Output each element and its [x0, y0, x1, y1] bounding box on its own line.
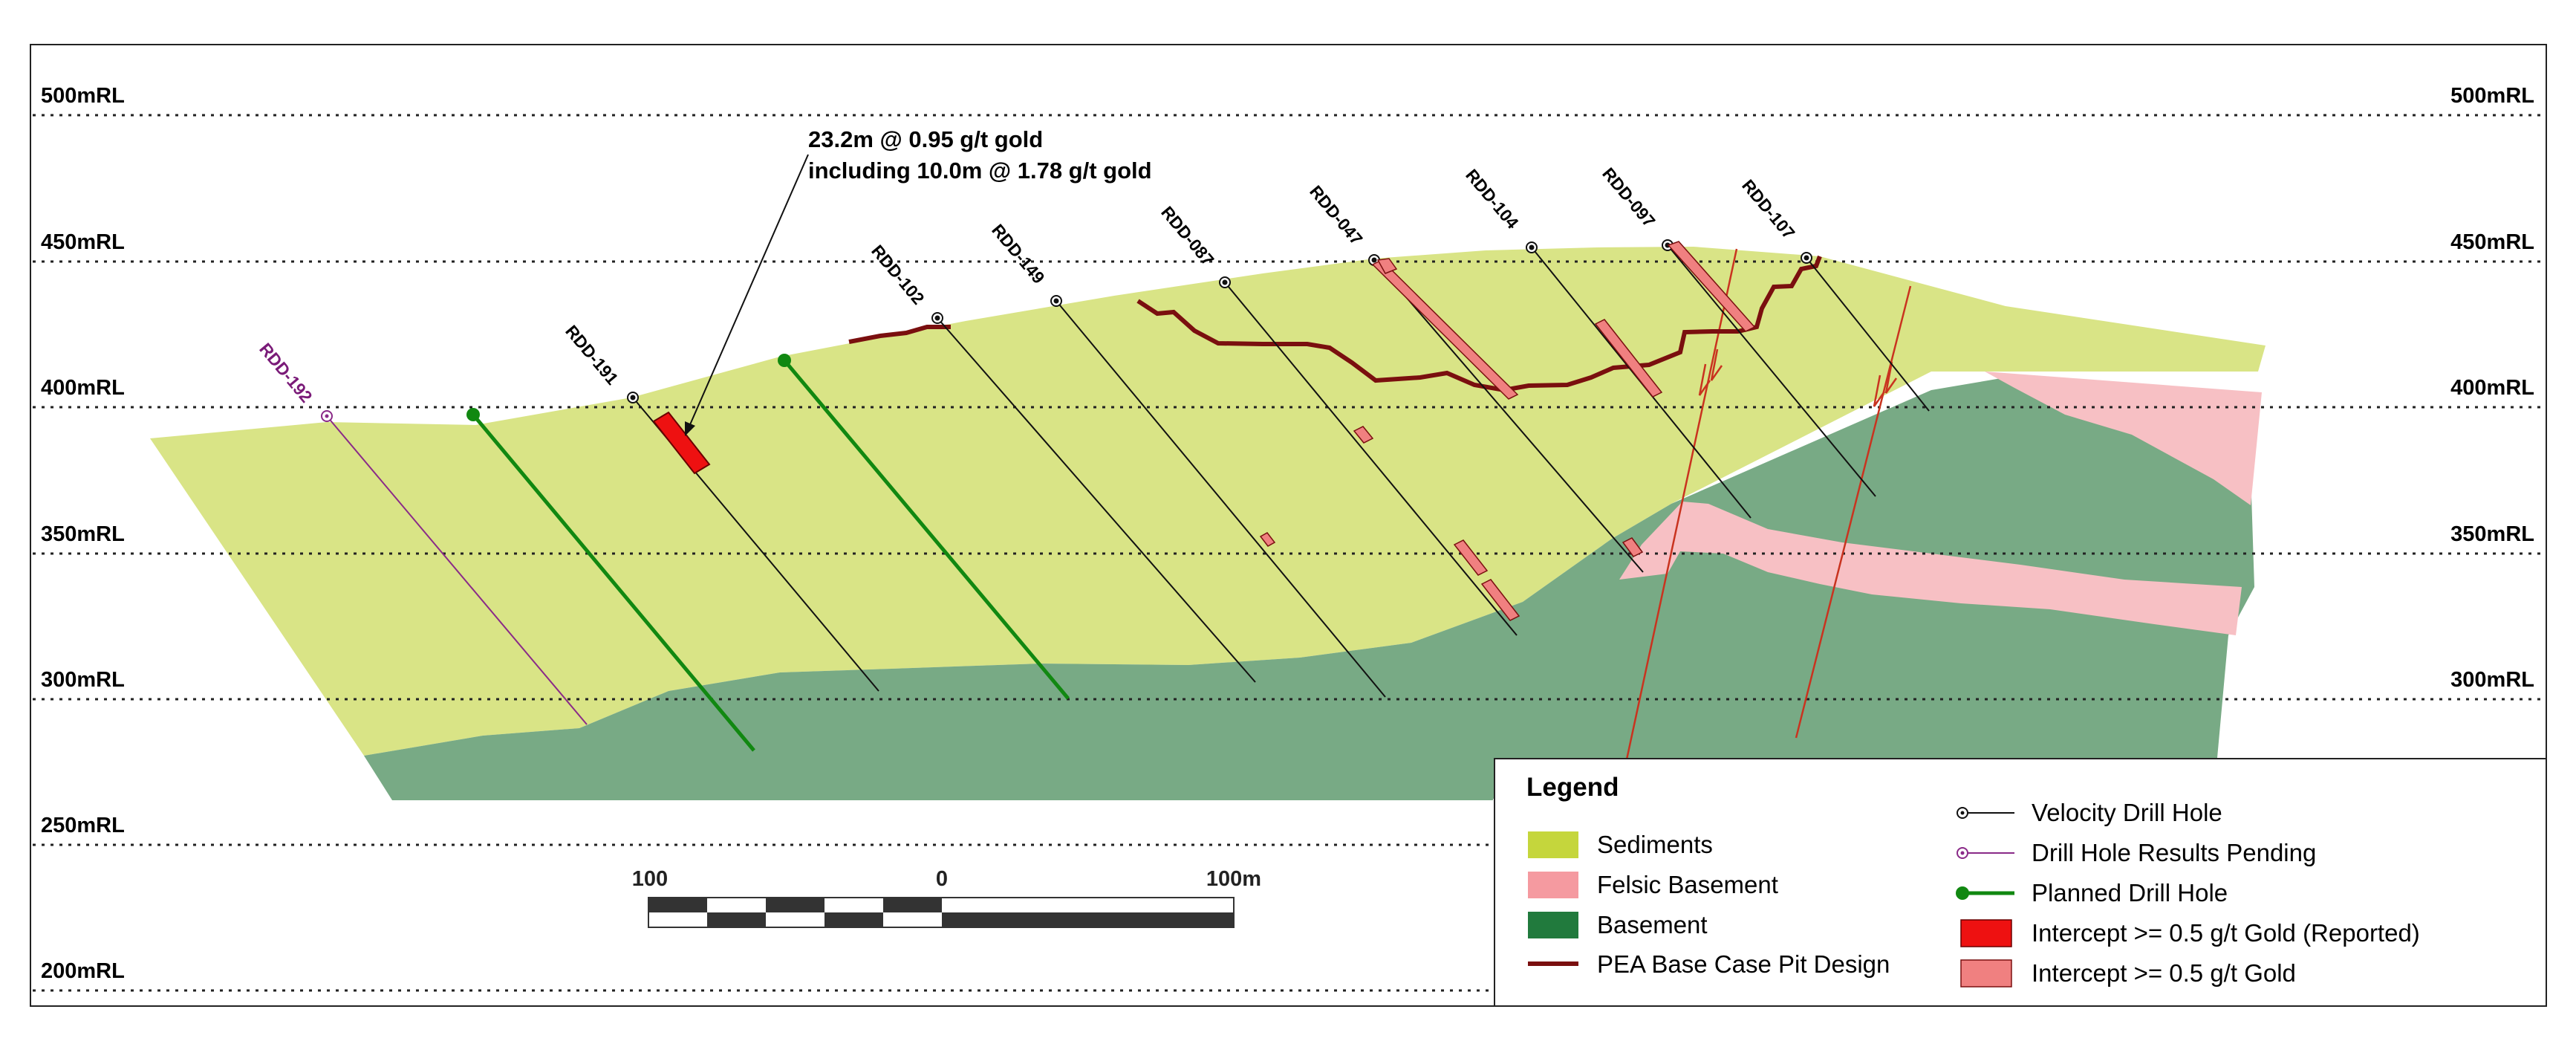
rl-label-400-right: 400mRL: [2450, 376, 2534, 400]
legend-swatch-felsic: [1528, 872, 1578, 898]
rl-label-300-right: 300mRL: [2450, 668, 2534, 692]
sediments-unit: [150, 247, 2266, 756]
pea-pit-outline-small: [848, 325, 951, 344]
legend-item-felsic: Felsic Basement: [1597, 871, 1778, 898]
planned-collar-markers: [466, 354, 791, 421]
legend-item-pending: Drill Hole Results Pending: [2032, 839, 2316, 866]
rl-label-350-right: 350mRL: [2450, 522, 2534, 546]
legend-item-pit: PEA Base Case Pit Design: [1597, 950, 1890, 978]
legend-swatch-sediments: [1528, 831, 1578, 858]
legend: Legend Sediments Felsic Basement Basemen…: [1494, 758, 2547, 1007]
felsic-basement-band: [1619, 502, 2242, 635]
rl-labels-left: 500mRL 450mRL 400mRL 350mRL 300mRL 250mR…: [41, 84, 125, 983]
felsic-basement-unit: [1985, 372, 2262, 505]
legend-swatch-reported: [1960, 919, 2012, 947]
rl-label-200-left: 200mRL: [41, 959, 125, 983]
legend-item-planned: Planned Drill Hole: [2032, 879, 2228, 907]
rl-label-500-right: 500mRL: [2450, 84, 2534, 108]
legend-item-sediments: Sediments: [1597, 831, 1713, 858]
planned-drill-holes: [472, 359, 1070, 752]
rl-label-450-left: 450mRL: [41, 230, 125, 254]
scale-bar: 100 0 100m: [632, 867, 1261, 928]
legend-item-reported: Intercept >= 0.5 g/t Gold (Reported): [2032, 919, 2420, 947]
annotation-line-1: 23.2m @ 0.95 g/t gold: [808, 126, 1043, 152]
legend-swatch-intercept: [1960, 959, 2012, 988]
annotation-line-2: including 10.0m @ 1.78 g/t gold: [808, 158, 1152, 184]
pending-collar-dot: [325, 414, 329, 418]
gold-intercepts: [1259, 241, 1756, 621]
rl-label-250-left: 250mRL: [41, 814, 125, 837]
reported-intercept: [652, 411, 711, 475]
scale-label-middle: 0: [936, 867, 948, 891]
faults: [1625, 248, 1912, 760]
legend-swatch-basement: [1528, 912, 1578, 938]
legend-title: Legend: [1526, 773, 1619, 802]
rl-label-400-left: 400mRL: [41, 376, 125, 400]
rl-label-450-right: 450mRL: [2450, 230, 2534, 254]
legend-item-velocity: Velocity Drill Hole: [2032, 799, 2222, 826]
rl-label-300-left: 300mRL: [41, 668, 125, 692]
pending-drill-hole: [326, 415, 588, 725]
pea-pit-outline: [1136, 255, 1822, 393]
scale-label-right: 100m: [1206, 867, 1261, 891]
rl-label-500-left: 500mRL: [41, 84, 125, 108]
legend-item-basement: Basement: [1597, 911, 1708, 938]
intercept-annotation: 23.2m @ 0.95 g/t gold including 10.0m @ …: [685, 126, 1152, 436]
rl-labels-right: 500mRL 450mRL 400mRL 350mRL 300mRL: [2450, 84, 2534, 692]
collar-markers: [627, 239, 1812, 403]
legend-item-intercept: Intercept >= 0.5 g/t Gold: [2032, 959, 2296, 987]
basement-unit: [364, 377, 2254, 800]
scale-label-left: 100: [632, 867, 668, 891]
geology-layers: [150, 247, 2266, 800]
rl-label-350-left: 350mRL: [41, 522, 125, 546]
